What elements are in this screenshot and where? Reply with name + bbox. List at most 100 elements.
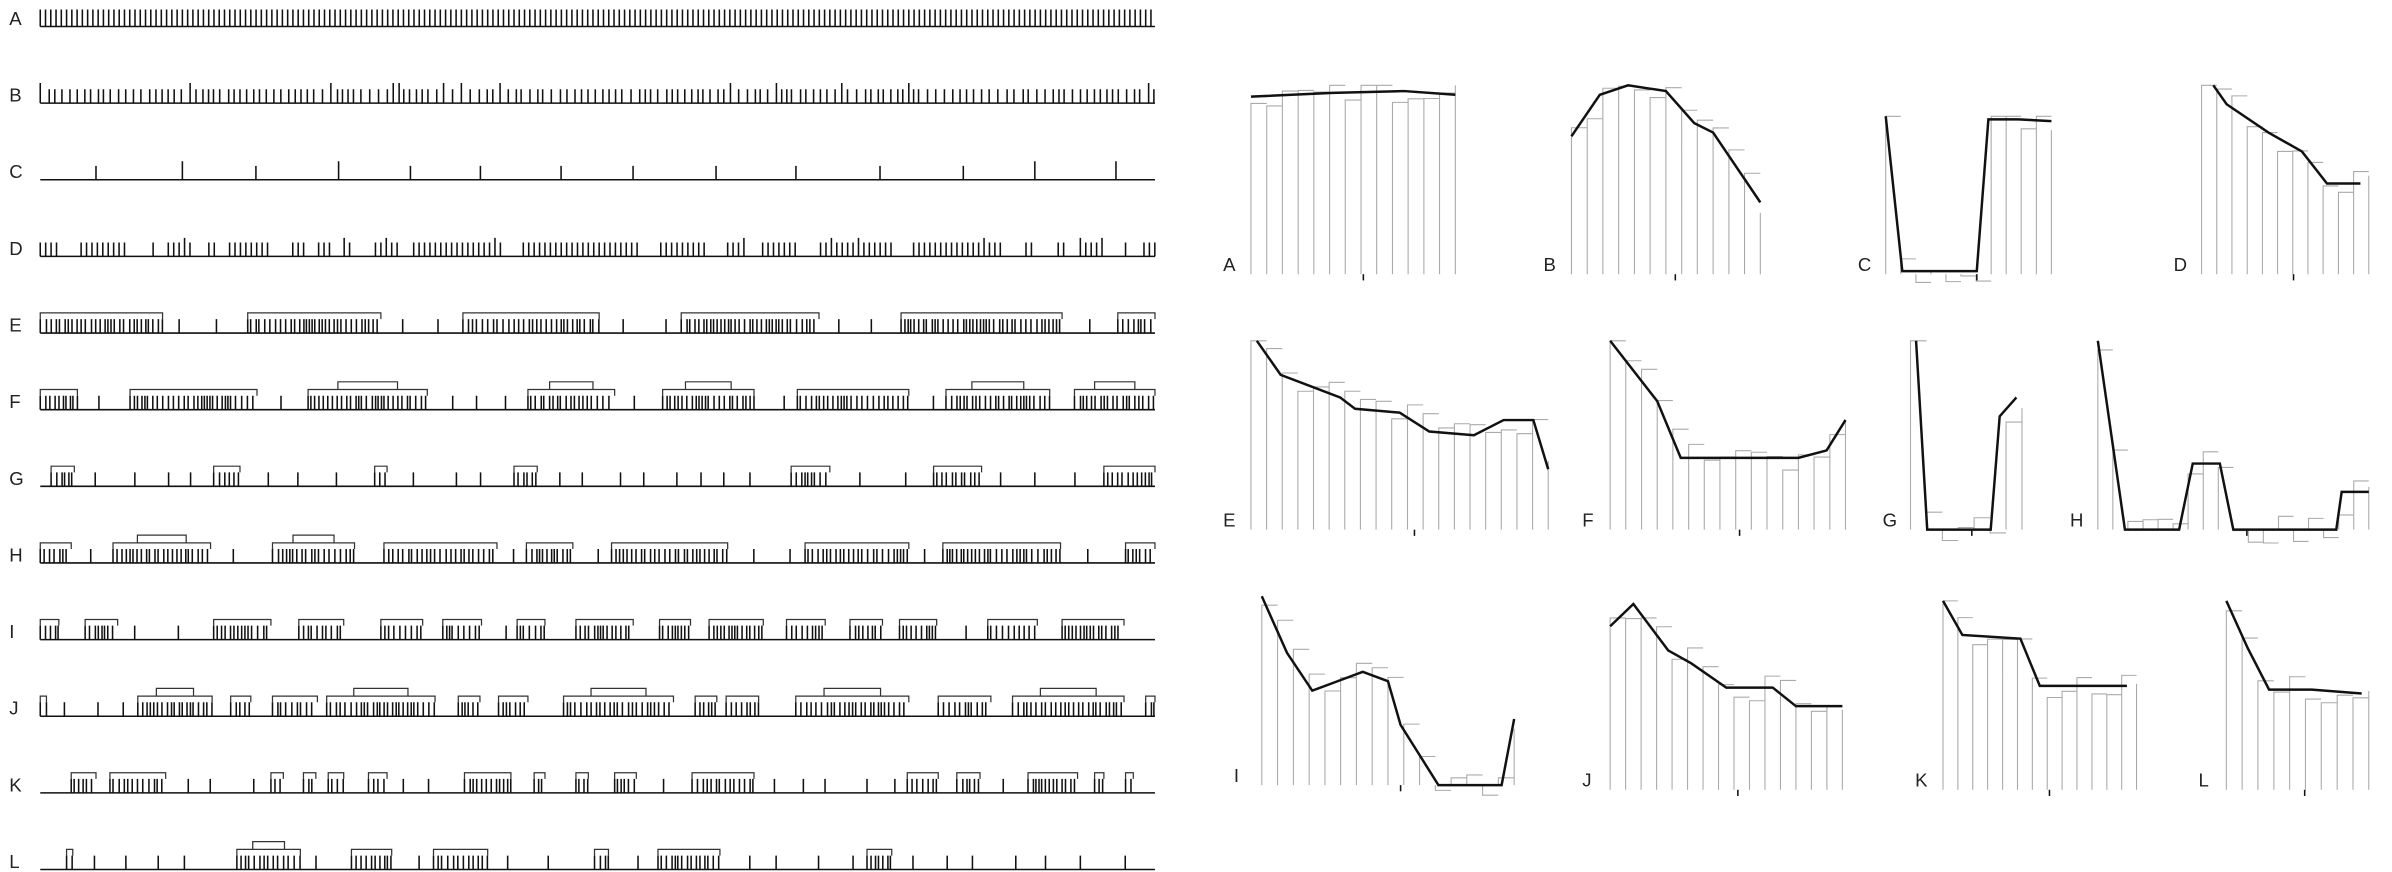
row-label: G bbox=[9, 468, 23, 489]
burst-bracket bbox=[307, 388, 428, 396]
burst-bracket bbox=[350, 848, 393, 856]
burst-bracket bbox=[1073, 388, 1156, 396]
burst-bracket bbox=[658, 618, 692, 626]
burst-bracket bbox=[84, 618, 119, 626]
burst-bracket bbox=[230, 695, 252, 703]
burst-bracket bbox=[298, 618, 345, 626]
burst-bracket bbox=[39, 695, 48, 703]
burst-bracket bbox=[65, 848, 74, 856]
burst-bracket bbox=[70, 772, 97, 779]
burst-bracket bbox=[866, 848, 893, 856]
rate-curve bbox=[2212, 84, 2361, 185]
burst-bracket bbox=[1011, 695, 1125, 703]
row-label: L bbox=[9, 851, 19, 872]
burst-bracket bbox=[374, 465, 388, 473]
burst-bracket bbox=[1027, 772, 1079, 779]
burst-bracket bbox=[900, 312, 1063, 320]
burst-bracket bbox=[39, 388, 79, 396]
row-label: J bbox=[9, 698, 18, 719]
burst-bracket bbox=[457, 695, 481, 703]
histogram-bars bbox=[1942, 600, 2138, 790]
burst-bracket bbox=[155, 687, 195, 697]
burst-bracket bbox=[614, 772, 637, 779]
rate-curve bbox=[1941, 600, 2127, 688]
burst-bracket bbox=[804, 542, 910, 550]
spike-train bbox=[39, 319, 1152, 334]
burst-bracket bbox=[270, 772, 284, 779]
burst-bracket bbox=[662, 388, 755, 396]
histogram-bars bbox=[1261, 604, 1515, 796]
burst-bracket bbox=[271, 695, 319, 703]
histogram-bars bbox=[2097, 349, 2370, 544]
histogram-bars bbox=[1885, 115, 2052, 283]
rate-curve bbox=[2096, 340, 2369, 531]
burst-bracket bbox=[575, 772, 589, 779]
burst-bracket bbox=[680, 312, 820, 320]
rate-curve bbox=[2225, 600, 2362, 695]
histogram-bars bbox=[2201, 84, 2370, 275]
burst-bracket bbox=[1061, 618, 1125, 626]
burst-bracket bbox=[327, 772, 345, 779]
burst-bracket bbox=[432, 848, 489, 856]
burst-bracket bbox=[462, 312, 600, 320]
burst-bracket bbox=[50, 465, 75, 473]
row-label: F bbox=[9, 391, 20, 412]
burst-bracket bbox=[1039, 687, 1097, 697]
burst-bracket bbox=[129, 388, 258, 396]
rate-curve bbox=[1260, 595, 1516, 787]
burst-bracket bbox=[898, 618, 938, 626]
spike-train bbox=[39, 237, 1156, 257]
panel-label: B bbox=[1544, 254, 1556, 275]
histogram-bars bbox=[1250, 340, 1549, 530]
burst-bracket bbox=[795, 695, 910, 703]
panel-label: A bbox=[1223, 254, 1236, 275]
burst-bracket bbox=[657, 848, 721, 856]
burst-bracket bbox=[987, 618, 1038, 626]
spike-train bbox=[39, 549, 1151, 563]
burst-bracket bbox=[1093, 381, 1136, 390]
burst-bracket bbox=[906, 772, 939, 779]
histogram-bars bbox=[1570, 85, 1761, 275]
row-label: I bbox=[9, 621, 14, 642]
burst-bracket bbox=[932, 465, 983, 473]
burst-bracket bbox=[610, 542, 729, 550]
burst-bracket bbox=[590, 687, 647, 697]
panel-label: L bbox=[2198, 770, 2208, 791]
burst-bracket bbox=[796, 388, 910, 396]
burst-bracket bbox=[956, 772, 981, 779]
burst-bracket bbox=[109, 772, 167, 779]
burst-bracket bbox=[516, 618, 546, 626]
burst-bracket bbox=[271, 542, 356, 550]
burst-bracket bbox=[337, 381, 399, 390]
burst-bracket bbox=[236, 848, 301, 856]
burst-bracket bbox=[849, 618, 884, 626]
burst-bracket bbox=[367, 772, 388, 779]
burst-bracket bbox=[302, 772, 317, 779]
burst-bracket bbox=[247, 312, 382, 320]
burst-bracket bbox=[1093, 772, 1105, 779]
rate-curve bbox=[1914, 340, 2018, 531]
spike-train bbox=[39, 395, 1155, 410]
panel-label: G bbox=[1883, 510, 1897, 531]
burst-bracket bbox=[1124, 772, 1134, 779]
burst-bracket bbox=[937, 695, 992, 703]
row-label: K bbox=[9, 774, 22, 795]
burst-bracket bbox=[684, 381, 732, 390]
histogram-bars bbox=[1609, 617, 1843, 790]
burst-bracket bbox=[725, 695, 760, 703]
panel-label: E bbox=[1223, 510, 1235, 531]
burst-bracket bbox=[39, 542, 72, 550]
burst-bracket bbox=[1124, 542, 1156, 550]
burst-bracket bbox=[353, 687, 409, 697]
burst-bracket bbox=[213, 618, 272, 626]
histogram-bars bbox=[1250, 84, 1456, 275]
burst-bracket bbox=[463, 772, 512, 779]
spike-train bbox=[39, 702, 1155, 717]
burst-bracket bbox=[971, 381, 1025, 390]
burst-bracket bbox=[525, 542, 574, 550]
burst-bracket bbox=[533, 772, 546, 779]
histogram-bars bbox=[2225, 610, 2370, 790]
burst-bracket bbox=[575, 618, 634, 626]
rate-curve bbox=[1609, 602, 1843, 708]
